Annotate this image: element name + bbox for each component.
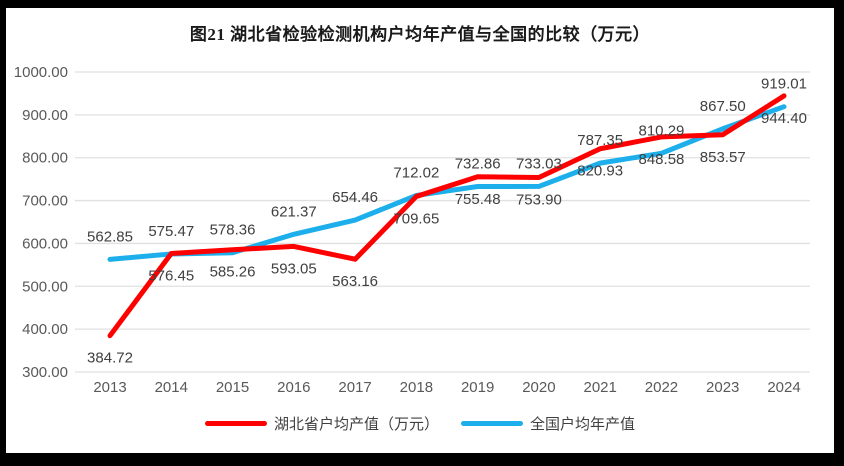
line-chart: 300.00 400.00 500.00 600.00 700.00 800.00 900.… [14,64,810,396]
data-label: 593.05 [271,260,317,277]
y-tick-label: 700.00 [22,193,68,210]
x-tick-label: 2023 [706,379,739,396]
data-label: 820.93 [577,163,623,180]
x-tick-label: 2016 [277,379,310,396]
legend-label-national: 全国户均年产值 [530,416,636,433]
data-label: 575.47 [148,223,194,240]
x-tick-label: 2015 [216,379,249,396]
data-label: 755.48 [455,191,501,208]
data-label: 562.85 [87,228,133,245]
data-labels-hubei: 384.72 576.45 585.26 593.05 563.16 709.65 755.… [87,110,807,367]
data-label: 753.90 [516,191,562,208]
y-tick-label: 300.00 [22,364,68,381]
x-tick-label: 2022 [645,379,678,396]
hubei-line-swatch-icon [204,421,267,426]
series-line-national [107,104,787,262]
data-label: 578.36 [210,222,256,239]
data-label: 732.86 [455,155,501,172]
x-tick-label: 2024 [767,379,800,396]
legend-item-national: 全国户均年产值 [461,413,635,434]
data-label: 919.01 [761,76,807,93]
data-label: 810.29 [639,122,685,139]
data-label: 733.03 [516,155,562,172]
data-label: 585.26 [210,264,256,281]
data-label: 853.57 [700,149,746,166]
national-line-swatch-icon [461,421,523,426]
data-label: 384.72 [87,350,133,367]
data-label: 654.46 [332,189,378,206]
data-label: 709.65 [393,210,439,227]
data-label: 848.58 [639,151,685,168]
x-tick-label: 2019 [461,379,494,396]
series-line-hubei [107,93,787,339]
data-label: 563.16 [332,273,378,290]
data-labels-national: 562.85 575.47 578.36 621.37 654.46 712.02 732.… [87,76,807,246]
data-label: 944.40 [761,110,807,127]
y-tick-label: 400.00 [22,321,68,338]
grid-layer [75,71,810,373]
data-label: 712.02 [393,164,439,181]
chart-legend: 湖北省户均产值（万元） 全国户均年产值 [6,413,834,434]
x-tick-label: 2021 [583,379,616,396]
x-tick-label: 2013 [93,379,126,396]
data-label: 867.50 [700,98,746,115]
chart-title: 图21 湖北省检验检测机构户均年产值与全国的比较（万元） [189,25,651,44]
legend-label-hubei: 湖北省户均产值（万元） [273,416,439,433]
x-tick-label: 2018 [400,379,433,396]
y-tick-label: 600.00 [22,235,68,252]
legend-item-hubei: 湖北省户均产值（万元） [204,413,439,434]
y-tick-label: 900.00 [22,107,68,124]
chart-surface: 图21 湖北省检验检测机构户均年产值与全国的比较（万元） 300.00 400.0… [6,8,834,453]
y-tick-label: 1000.00 [14,64,68,81]
data-label: 621.37 [271,203,317,220]
y-axis-ticks: 300.00 400.00 500.00 600.00 700.00 800.00 900.… [14,64,68,381]
y-tick-label: 800.00 [22,150,68,167]
x-tick-label: 2020 [522,379,555,396]
y-tick-label: 500.00 [22,278,68,295]
x-axis-ticks: 2013 2014 2015 2016 2017 2018 2019 2020 2021 2022… [93,379,800,396]
data-label: 576.45 [148,268,194,285]
x-tick-label: 2017 [338,379,371,396]
x-tick-label: 2014 [155,379,188,396]
data-label: 787.35 [577,132,623,149]
